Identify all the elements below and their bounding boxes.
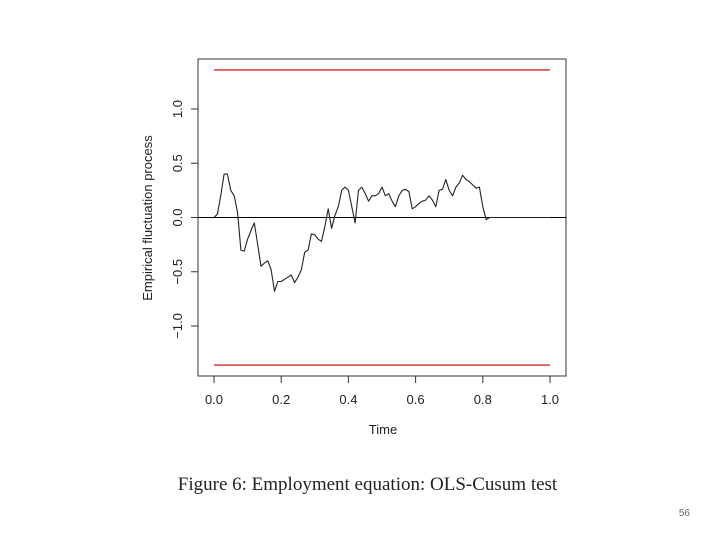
x-tick-label: 0.6 [407,392,425,407]
x-axis: 0.0 0.2 0.4 0.6 0.8 1.0 [205,375,559,407]
y-tick-label: −0.5 [170,259,185,285]
x-tick-label: 1.0 [541,392,559,407]
y-tick-label: 0.5 [170,154,185,172]
x-tick-label: 0.0 [205,392,223,407]
x-tick-label: 0.2 [272,392,290,407]
figure-caption: Figure 6: Employment equation: OLS-Cusum… [177,474,558,495]
y-axis: −1.0 −0.5 0.0 0.5 1.0 [170,100,199,339]
page-number: 56 [678,508,690,519]
y-tick-label: −1.0 [170,313,185,339]
y-tick-label: 1.0 [170,100,185,118]
y-axis-label: Empirical fluctuation process [140,135,155,301]
x-tick-label: 0.4 [339,392,357,407]
y-tick-label: 0.0 [170,208,185,226]
fluctuation-process-line [213,173,550,292]
x-axis-label: Time [369,422,397,437]
x-tick-label: 0.8 [474,392,492,407]
